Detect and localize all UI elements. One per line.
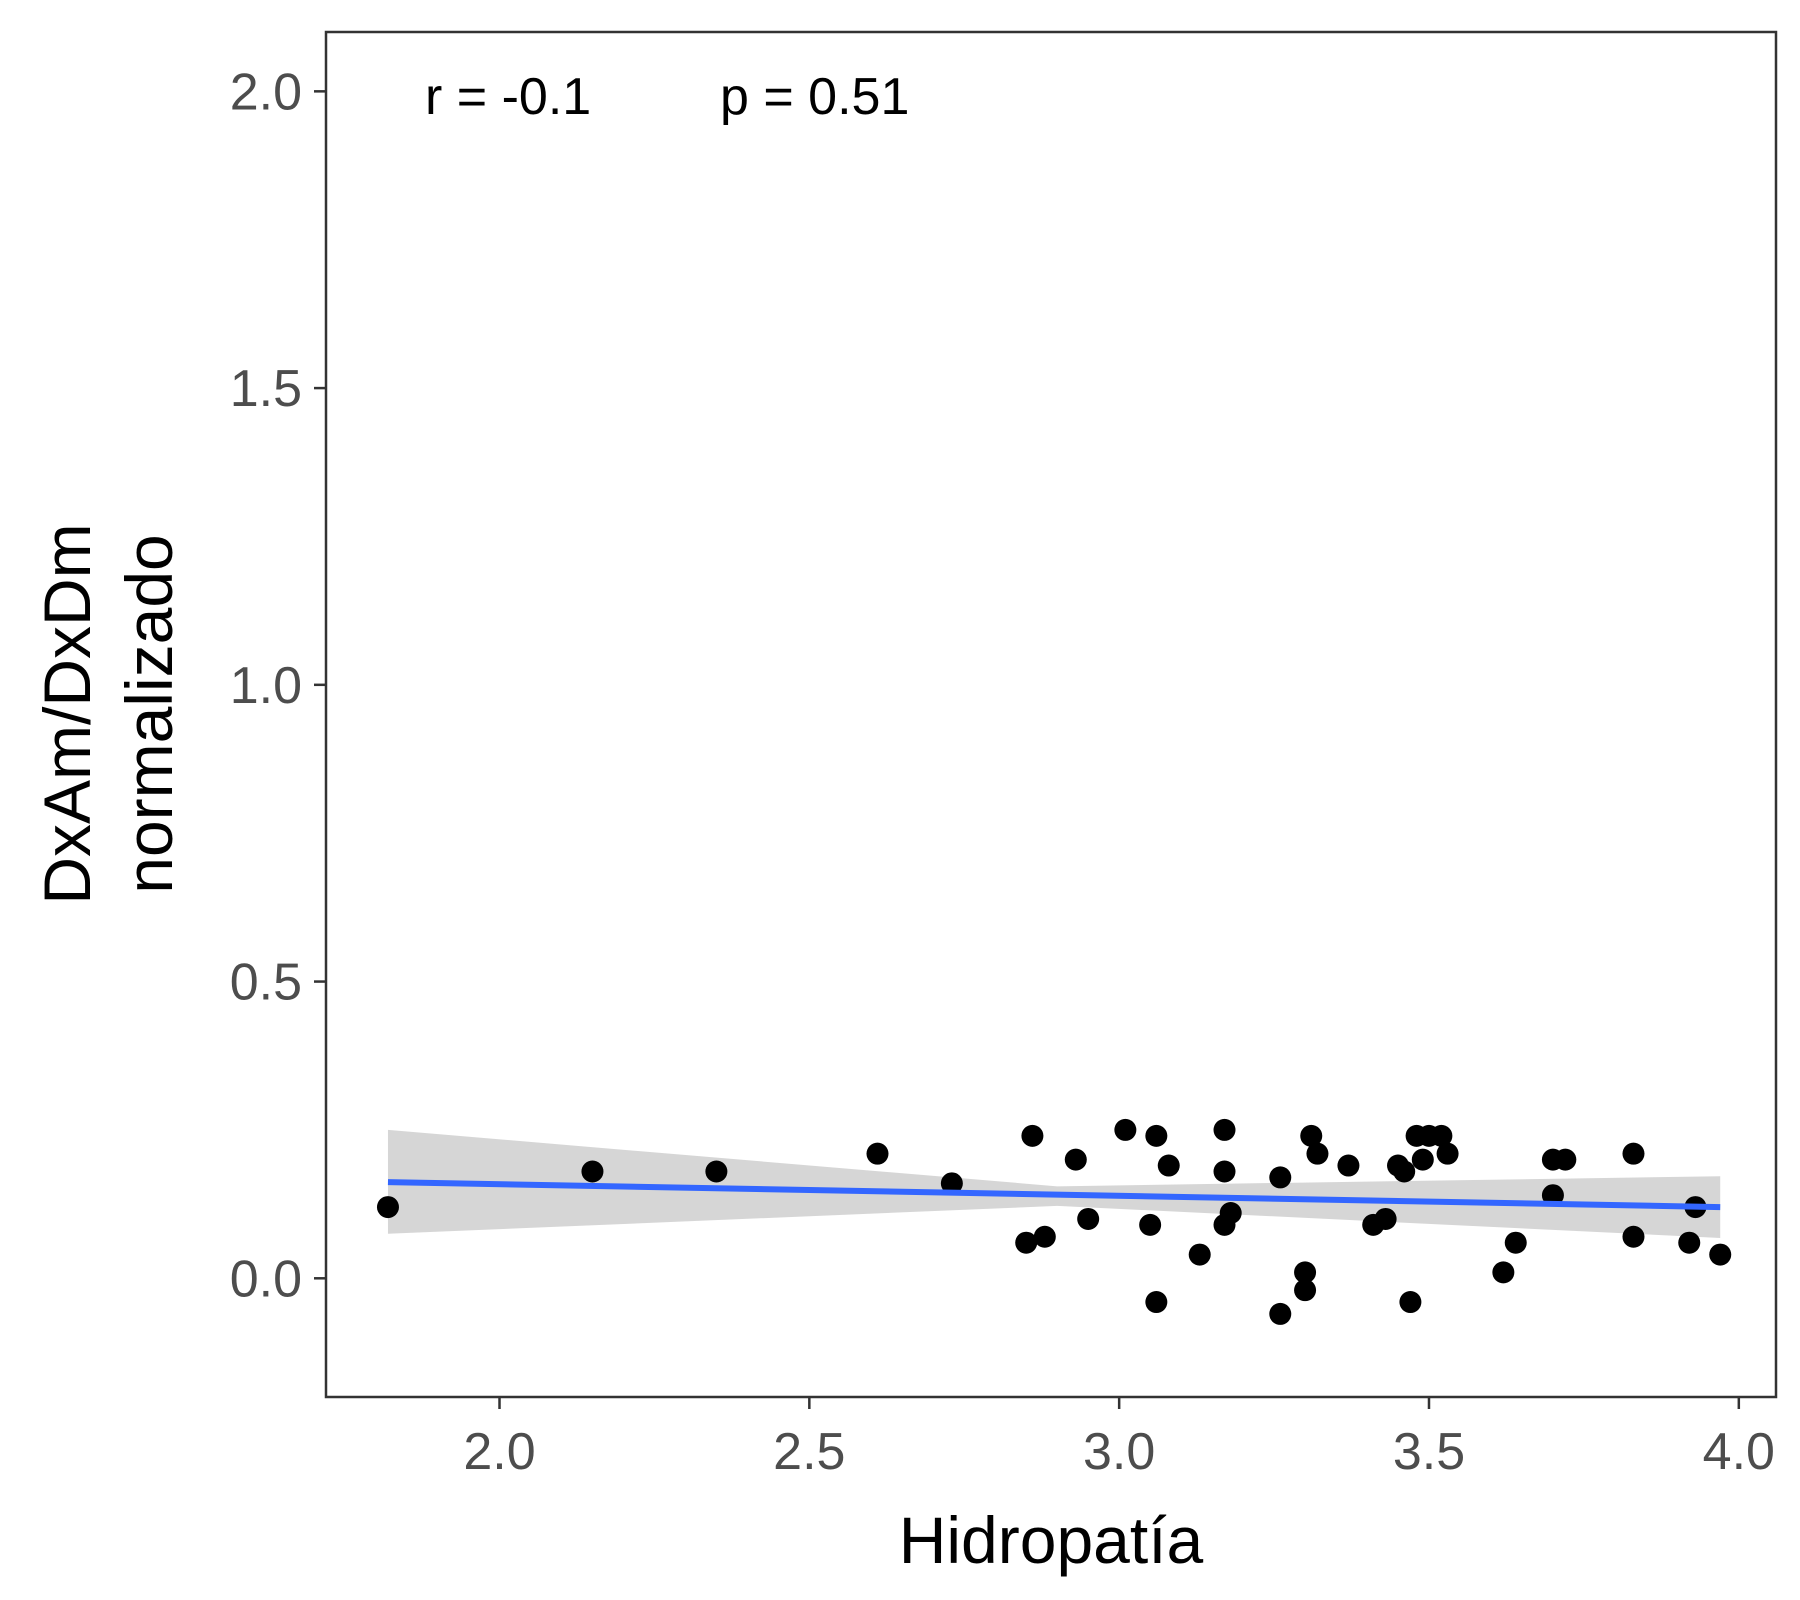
data-point [1021, 1124, 1044, 1147]
data-point [1219, 1202, 1242, 1225]
data-point [1188, 1243, 1211, 1266]
data-point [1145, 1291, 1168, 1314]
data-point [1492, 1261, 1515, 1284]
y-tick-label: 0.5 [230, 954, 302, 1012]
x-tick-label: 2.0 [463, 1423, 535, 1481]
data-point [1064, 1148, 1087, 1171]
data-point [1399, 1291, 1422, 1314]
correlation-r-annotation: r = -0.1 [425, 68, 591, 126]
data-points-layer [376, 1118, 1732, 1325]
data-point [1294, 1261, 1317, 1284]
data-point [1306, 1142, 1329, 1165]
data-point [1393, 1160, 1416, 1183]
data-point [1269, 1302, 1292, 1325]
data-point [1300, 1124, 1323, 1147]
x-axis: 2.0 2.5 3.0 3.5 4.0 [463, 1397, 1775, 1481]
data-point [1157, 1154, 1180, 1177]
x-tick-label: 3.0 [1083, 1423, 1155, 1481]
x-tick-label: 4.0 [1703, 1423, 1775, 1481]
data-point [866, 1142, 889, 1165]
data-point [1269, 1166, 1292, 1189]
regression-line [387, 1179, 1721, 1211]
data-point [1114, 1118, 1137, 1141]
fit-line-layer [387, 1179, 1721, 1211]
data-point [376, 1196, 399, 1219]
data-point [1033, 1225, 1056, 1248]
data-point [1139, 1213, 1162, 1236]
data-point [1622, 1142, 1645, 1165]
data-point [1430, 1124, 1453, 1147]
data-point [1213, 1160, 1236, 1183]
data-point [1015, 1231, 1038, 1254]
data-point [1337, 1154, 1360, 1177]
y-axis-title: DxAm/DxDm normalizado [30, 523, 186, 904]
y-tick-label: 1.0 [230, 657, 302, 715]
data-point [1622, 1225, 1645, 1248]
data-point [1541, 1184, 1564, 1207]
data-point [581, 1160, 604, 1183]
data-point [1709, 1243, 1732, 1266]
data-point [1294, 1279, 1317, 1302]
data-point [1554, 1148, 1577, 1171]
data-point [1077, 1207, 1100, 1230]
y-tick-label: 1.5 [230, 360, 302, 418]
data-point [1145, 1124, 1168, 1147]
data-point [1213, 1118, 1236, 1141]
y-tick-label: 2.0 [230, 63, 302, 121]
y-axis: 0.0 0.5 1.0 1.5 2.0 [230, 63, 326, 1308]
data-point [1504, 1231, 1527, 1254]
correlation-p-annotation: p = 0.51 [720, 68, 909, 126]
y-tick-label: 0.0 [230, 1250, 302, 1308]
data-point [940, 1172, 963, 1195]
data-point [1436, 1142, 1459, 1165]
x-axis-title: Hidropatía [899, 1503, 1204, 1577]
y-axis-title-line-2: normalizado [112, 534, 186, 894]
data-point [1374, 1207, 1397, 1230]
x-tick-label: 2.5 [773, 1423, 845, 1481]
data-point [705, 1160, 728, 1183]
y-axis-title-line-1: DxAm/DxDm [30, 523, 104, 904]
data-point [1678, 1231, 1701, 1254]
x-tick-label: 3.5 [1393, 1423, 1465, 1481]
plot-frame [324, 30, 1778, 1399]
data-point [1411, 1148, 1434, 1171]
